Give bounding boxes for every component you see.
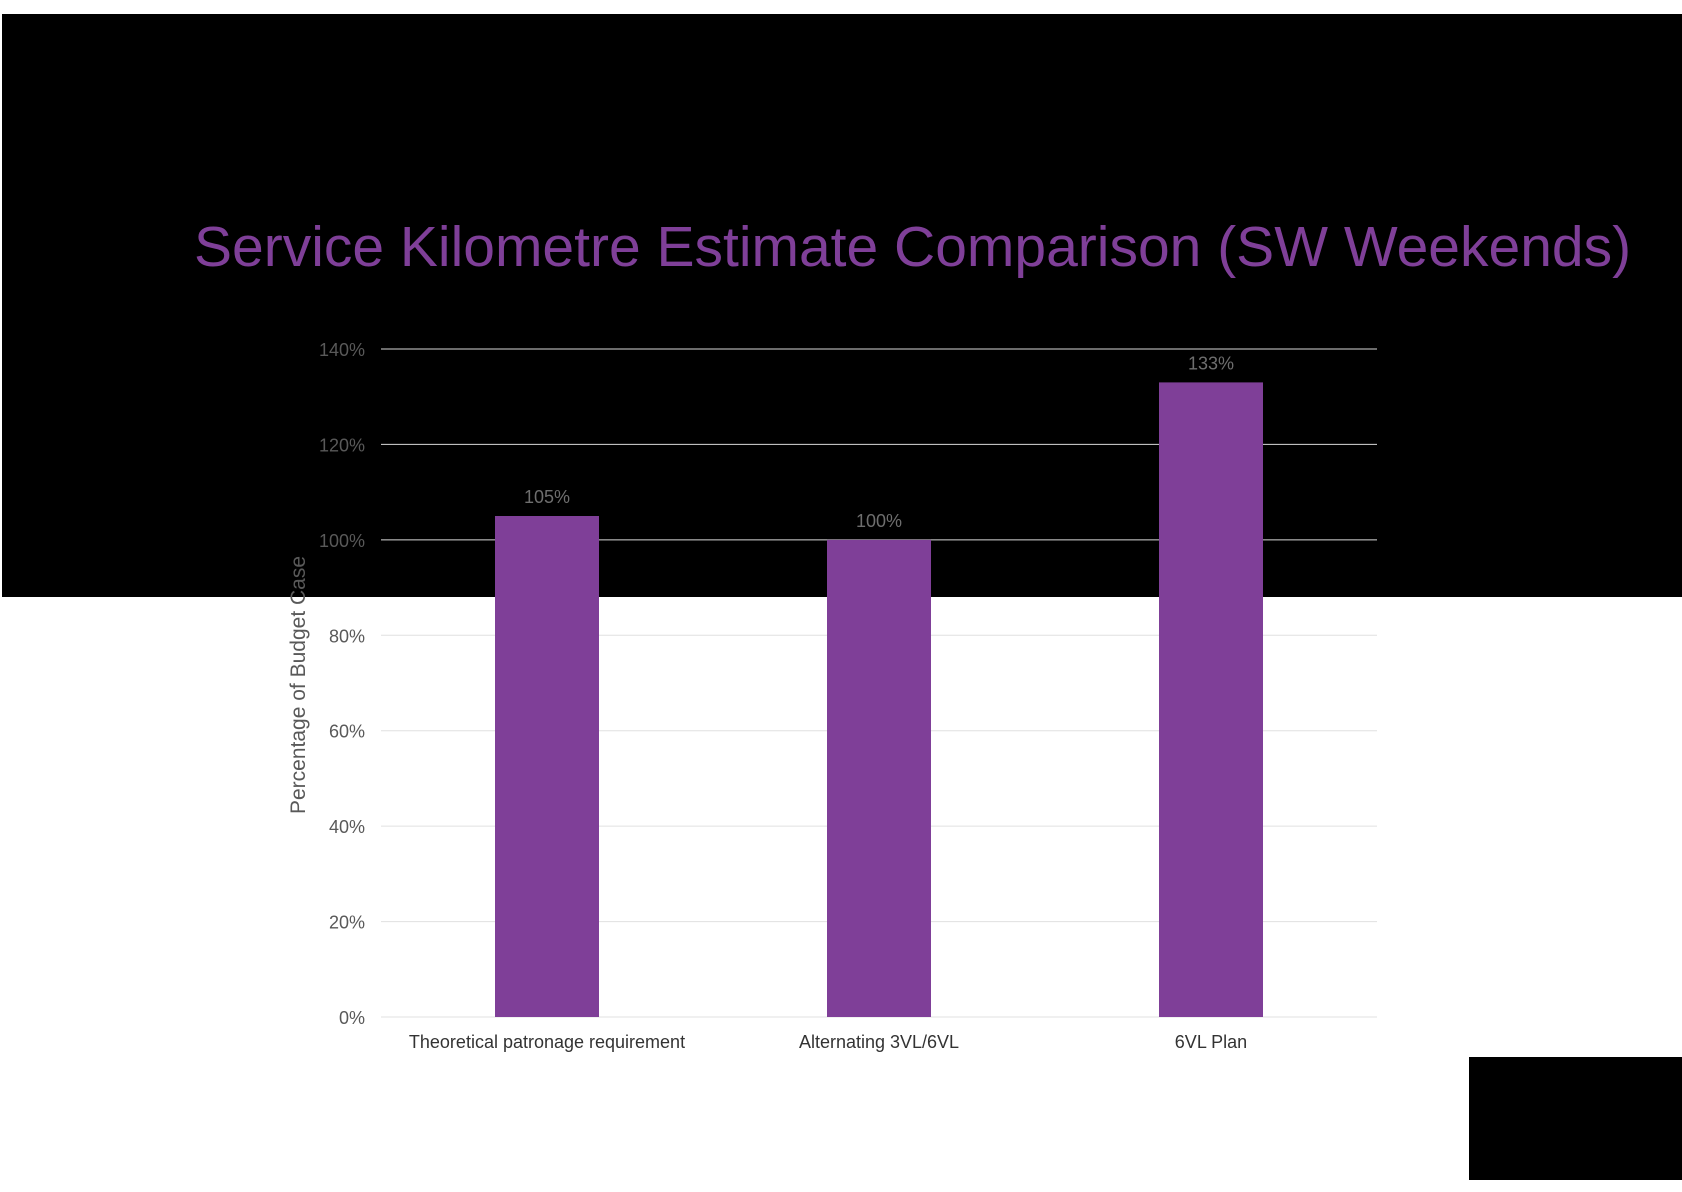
y-tick-label: 120% <box>319 435 365 455</box>
y-tick-label: 100% <box>319 531 365 551</box>
bars <box>495 382 1263 1017</box>
dark-corner-block <box>1469 1057 1682 1180</box>
data-label: 100% <box>856 511 902 531</box>
y-tick-label: 140% <box>319 340 365 360</box>
bar <box>495 516 599 1017</box>
y-tick-label: 60% <box>329 722 365 742</box>
bar <box>1159 382 1263 1017</box>
data-label: 105% <box>524 487 570 507</box>
data-label: 133% <box>1188 353 1234 373</box>
y-tick-label: 80% <box>329 626 365 646</box>
x-category-label: Theoretical patronage requirement <box>409 1032 685 1052</box>
x-category-label: 6VL Plan <box>1175 1032 1247 1052</box>
x-axis-labels: Theoretical patronage requirement Alterna… <box>409 1032 1247 1052</box>
y-axis-ticks: 0% 20% 40% 60% 80% 100% 120% 140% <box>319 340 365 1028</box>
chart-title: Service Kilometre Estimate Comparison (S… <box>194 215 1632 279</box>
bar <box>827 539 931 1017</box>
y-tick-label: 40% <box>329 817 365 837</box>
data-labels: 105% 100% 133% <box>524 353 1234 530</box>
dark-background-band <box>2 14 1682 597</box>
y-tick-label: 20% <box>329 913 365 933</box>
y-tick-label: 0% <box>339 1008 365 1028</box>
y-axis-title: Percentage of Budget Case <box>287 556 310 814</box>
x-category-label: Alternating 3VL/6VL <box>799 1032 959 1052</box>
